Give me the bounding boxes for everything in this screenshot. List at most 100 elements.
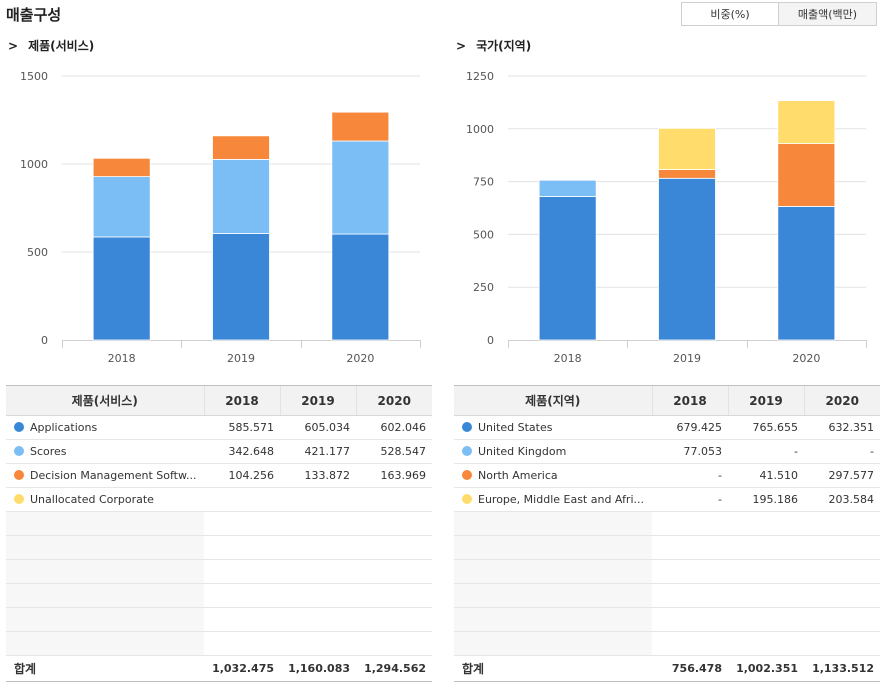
- amount-toggle-button[interactable]: 매출액(백만): [779, 2, 877, 26]
- cell-value: -: [652, 487, 728, 512]
- y-tick-label: 1500: [20, 70, 48, 83]
- cell-value: 41.510: [728, 463, 804, 488]
- cell-value: [204, 487, 280, 512]
- bar-segment[interactable]: [92, 236, 151, 341]
- cell-value: 605.034: [280, 415, 356, 440]
- page-title: 매출구성: [6, 6, 62, 24]
- legend-dot-icon: [14, 422, 24, 432]
- bar-segment[interactable]: [777, 143, 836, 207]
- cell-value: 421.177: [280, 439, 356, 464]
- bar-segment[interactable]: [658, 169, 716, 179]
- legend-dot-icon: [14, 494, 24, 504]
- y-tick-label: 0: [487, 334, 494, 347]
- cell-value: 77.053: [652, 439, 728, 464]
- bar-segment[interactable]: [331, 111, 390, 142]
- bar-segment[interactable]: [331, 140, 390, 235]
- x-tick-label: 2019: [227, 352, 255, 365]
- cell-value: -: [804, 439, 880, 464]
- bar-segment[interactable]: [212, 158, 270, 234]
- y-tick-label: 1250: [466, 70, 494, 83]
- region-revenue-chart: 0 250 500 750 1000 1250 2018 2019 2020: [466, 70, 867, 365]
- table-row: Europe, Middle East and Afri... - 195.18…: [454, 487, 880, 512]
- y-tick-label: 0: [41, 334, 48, 347]
- empty-row: [454, 511, 880, 536]
- table-header-2019: 2019: [279, 385, 356, 416]
- table-row: United States 679.425 765.655 632.351: [454, 415, 880, 440]
- bar-segment[interactable]: [92, 157, 151, 178]
- x-tick-label: 2018: [554, 352, 582, 365]
- left-section-title: > 제품(서비스): [8, 37, 94, 54]
- total-value: 1,133.512: [804, 655, 880, 682]
- ratio-toggle-button[interactable]: 비중(%): [681, 2, 779, 26]
- table-header-name: 제품(서비스): [6, 385, 204, 416]
- bar-segment[interactable]: [538, 196, 597, 341]
- table-row: Decision Management Softw... 104.256 133…: [6, 463, 432, 488]
- y-tick-label: 500: [473, 228, 494, 241]
- row-label: Unallocated Corporate: [6, 487, 204, 512]
- table-header-2018: 2018: [651, 385, 728, 416]
- total-row: 합계 1,032.475 1,160.083 1,294.562: [6, 655, 432, 682]
- view-toggle: 비중(%) 매출액(백만): [681, 2, 877, 26]
- empty-row: [6, 631, 432, 656]
- empty-row: [454, 607, 880, 632]
- total-row: 합계 756.478 1,002.351 1,133.512: [454, 655, 880, 682]
- row-label: Europe, Middle East and Afri...: [454, 487, 652, 512]
- cell-value: 163.969: [356, 463, 432, 488]
- caret-icon: >: [456, 39, 467, 53]
- table-row: Applications 585.571 605.034 602.046: [6, 415, 432, 440]
- legend-dot-icon: [462, 422, 472, 432]
- bar-segment[interactable]: [212, 233, 270, 341]
- table-header-2018: 2018: [203, 385, 280, 416]
- empty-row: [6, 607, 432, 632]
- y-tick-label: 1000: [20, 158, 48, 171]
- cell-value: [280, 487, 356, 512]
- row-label: Decision Management Softw...: [6, 463, 204, 488]
- total-label: 합계: [6, 655, 204, 682]
- bar-segment[interactable]: [777, 100, 836, 144]
- empty-row: [6, 511, 432, 536]
- cell-value: [356, 487, 432, 512]
- cell-value: -: [728, 439, 804, 464]
- legend-dot-icon: [462, 446, 472, 456]
- bar-segment[interactable]: [658, 127, 716, 170]
- bar-segment[interactable]: [92, 176, 151, 238]
- row-label: Scores: [6, 439, 204, 464]
- right-section-title: > 국가(지역): [456, 37, 531, 54]
- y-tick-label: 1000: [466, 123, 494, 136]
- cell-value: -: [652, 463, 728, 488]
- empty-row: [454, 631, 880, 656]
- legend-dot-icon: [462, 470, 472, 480]
- bar-segment[interactable]: [777, 206, 836, 341]
- product-revenue-table: 제품(서비스) 2018 2019 2020 Applications 585.…: [6, 385, 432, 682]
- cell-value: 632.351: [804, 415, 880, 440]
- cell-value: 297.577: [804, 463, 880, 488]
- cell-value: 104.256: [204, 463, 280, 488]
- legend-dot-icon: [14, 446, 24, 456]
- row-label: Applications: [6, 415, 204, 440]
- empty-row: [6, 559, 432, 584]
- y-tick-label: 500: [27, 246, 48, 259]
- total-label: 합계: [454, 655, 652, 682]
- total-value: 1,032.475: [204, 655, 280, 682]
- cell-value: 585.571: [204, 415, 280, 440]
- table-header-2020: 2020: [803, 385, 880, 416]
- bar-segment[interactable]: [538, 179, 597, 197]
- legend-dot-icon: [14, 470, 24, 480]
- empty-row: [454, 535, 880, 560]
- total-value: 1,294.562: [356, 655, 432, 682]
- y-tick-label: 750: [473, 176, 494, 189]
- cell-value: 679.425: [652, 415, 728, 440]
- empty-row: [454, 559, 880, 584]
- x-tick-label: 2020: [792, 352, 820, 365]
- x-tick-label: 2020: [346, 352, 374, 365]
- table-header-2019: 2019: [727, 385, 804, 416]
- table-header-name: 제품(지역): [454, 385, 652, 416]
- row-label: North America: [454, 463, 652, 488]
- table-row: Unallocated Corporate: [6, 487, 432, 512]
- table-row: Scores 342.648 421.177 528.547: [6, 439, 432, 464]
- bar-segment[interactable]: [331, 233, 390, 341]
- bar-segment[interactable]: [212, 135, 270, 160]
- bar-segment[interactable]: [658, 177, 716, 341]
- row-label: United Kingdom: [454, 439, 652, 464]
- region-revenue-table: 제품(지역) 2018 2019 2020 United States 679.…: [454, 385, 880, 682]
